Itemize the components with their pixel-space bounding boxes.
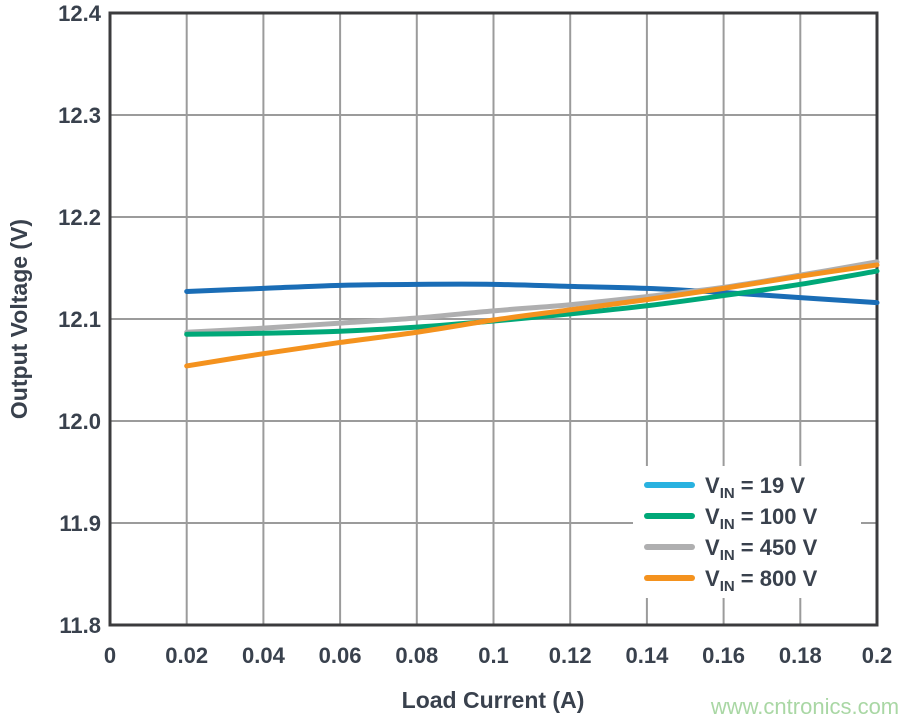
x-tick-label: 0.06 — [319, 643, 362, 668]
y-tick-labels: 11.8 11.9 12.0 12.1 12.2 12.3 12.4 — [58, 1, 102, 638]
watermark: www.cntronics.com — [710, 694, 899, 719]
legend-item: VIN = 450 V — [644, 535, 818, 564]
y-tick-label: 12.3 — [58, 103, 101, 128]
x-tick-label: 0.2 — [862, 643, 893, 668]
legend-label: VIN = 19 V — [705, 473, 805, 502]
x-tick-label: 0.18 — [779, 643, 822, 668]
x-tick-label: 0.02 — [165, 643, 208, 668]
y-tick-label: 12.1 — [58, 307, 101, 332]
x-tick-label: 0.1 — [478, 643, 509, 668]
y-tick-label: 12.4 — [58, 1, 102, 26]
legend-item: VIN = 19 V — [644, 473, 805, 502]
legend-label: VIN = 450 V — [705, 535, 818, 564]
legend-item: VIN = 800 V — [644, 566, 818, 595]
y-tick-label: 12.2 — [58, 205, 101, 230]
y-tick-label: 11.8 — [59, 613, 101, 638]
y-tick-label: 11.9 — [59, 511, 101, 536]
legend-item: VIN = 100 V — [644, 504, 818, 533]
plot-frame — [108, 11, 879, 627]
x-tick-label: 0.12 — [549, 643, 592, 668]
legend-label: VIN = 100 V — [705, 504, 818, 533]
y-axis-title: Output Voltage (V) — [6, 219, 32, 419]
series-line-vin-800-v — [184, 262, 880, 369]
series-line-vin-19-v — [184, 281, 880, 306]
x-tick-label: 0.14 — [625, 643, 669, 668]
series-lines — [184, 259, 880, 369]
x-tick-label: 0 — [104, 643, 116, 668]
legend-label: VIN = 800 V — [705, 566, 818, 595]
x-tick-label: 0.16 — [702, 643, 745, 668]
y-tick-label: 12.0 — [58, 409, 101, 434]
x-tick-label: 0.08 — [395, 643, 438, 668]
x-axis-title: Load Current (A) — [402, 687, 585, 713]
x-tick-labels: 0 0.02 0.04 0.06 0.08 0.1 0.12 0.14 0.16 0.18 0.2 — [104, 643, 892, 668]
series-line-vin-100-v — [184, 268, 880, 337]
x-tick-label: 0.04 — [242, 643, 286, 668]
